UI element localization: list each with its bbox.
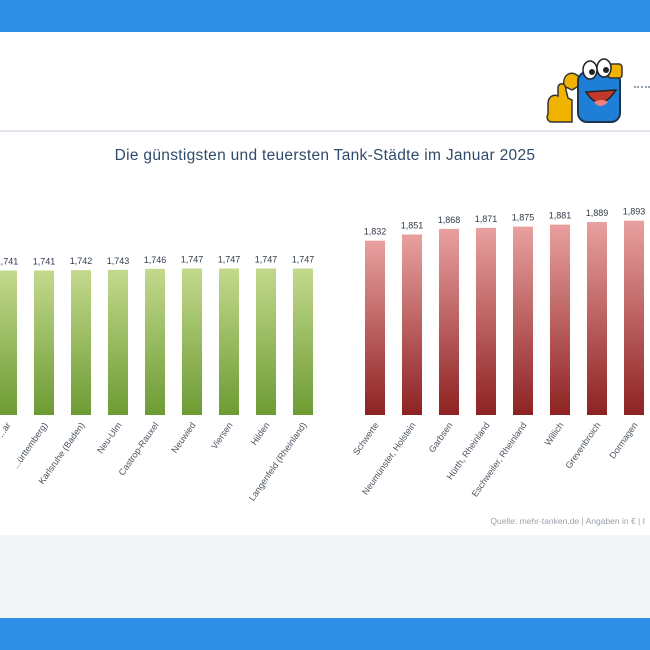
- category-label-cheap-1: ...ürttemberg): [10, 420, 49, 470]
- category-label-expensive-2: Garbsen: [427, 420, 455, 454]
- bar-cheap-5: [182, 268, 202, 415]
- bar-cheap-4: [145, 268, 165, 415]
- data-label-cheap-7: 1,747: [255, 255, 278, 265]
- category-label-expensive-7: Dormagen: [607, 420, 639, 460]
- bar-cheap-1: [34, 270, 54, 415]
- bar-cheap-2: [71, 270, 91, 415]
- data-label-expensive-3: 1,871: [475, 214, 498, 224]
- bar-cheap-0: [0, 270, 17, 415]
- bar-expensive-2: [439, 228, 459, 415]
- chart-source-note: Quelle: mehr-tanken.de | Angaben in € | …: [490, 516, 645, 526]
- category-label-expensive-6: Grevenbroich: [563, 420, 602, 470]
- fuel-mascot-icon: [546, 58, 623, 123]
- bottom-frame-bar: [0, 618, 650, 650]
- bar-expensive-5: [550, 224, 570, 415]
- category-label-cheap-7: Hilden: [249, 420, 272, 447]
- header-dotted-line: [634, 86, 650, 90]
- header-divider: [0, 130, 650, 132]
- bar-expensive-0: [365, 240, 385, 415]
- category-label-cheap-0: ...ar: [0, 420, 13, 438]
- bar-expensive-6: [587, 221, 607, 415]
- data-label-cheap-0: 1,741: [0, 256, 18, 266]
- category-label-cheap-6: Viersen: [209, 420, 235, 451]
- category-label-cheap-5: Neuwied: [169, 420, 197, 454]
- header-band: [0, 32, 650, 130]
- data-label-expensive-1: 1,851: [401, 220, 424, 230]
- mascot-pupil-right: [603, 67, 609, 73]
- bar-cheap-7: [256, 268, 276, 415]
- bar-expensive-7: [624, 220, 644, 415]
- top-frame-bar: [0, 0, 650, 32]
- bar-expensive-3: [476, 227, 496, 415]
- bars-layer: 1,741...ar1,741...ürttemberg)1,742Karlsr…: [0, 207, 645, 503]
- bar-expensive-1: [402, 234, 422, 415]
- data-label-expensive-5: 1,881: [549, 211, 572, 221]
- bar-expensive-4: [513, 226, 533, 415]
- category-label-cheap-3: Neu-Ulm: [95, 420, 124, 455]
- data-label-cheap-2: 1,742: [70, 256, 93, 266]
- data-label-expensive-4: 1,875: [512, 213, 535, 223]
- data-label-expensive-6: 1,889: [586, 208, 609, 218]
- bar-cheap-3: [108, 269, 128, 415]
- bar-cheap-8: [293, 268, 313, 415]
- mascot-pupil-left: [589, 69, 595, 75]
- data-label-expensive-2: 1,868: [438, 215, 461, 225]
- data-label-cheap-1: 1,741: [33, 256, 56, 266]
- data-label-cheap-4: 1,746: [144, 255, 167, 265]
- bar-cheap-6: [219, 268, 239, 415]
- category-label-expensive-5: Willich: [543, 420, 566, 447]
- category-label-expensive-0: Schwerte: [351, 420, 381, 456]
- data-label-expensive-0: 1,832: [364, 227, 387, 237]
- category-label-cheap-4: Castrop-Rauxel: [117, 420, 161, 477]
- data-label-expensive-7: 1,893: [623, 207, 646, 217]
- mascot-thumb: [546, 83, 573, 123]
- mascot-tongue: [594, 100, 608, 106]
- chart-title: Die günstigsten und teuersten Tank-Städt…: [115, 147, 536, 164]
- data-label-cheap-3: 1,743: [107, 256, 130, 266]
- data-label-cheap-6: 1,747: [218, 255, 241, 265]
- data-label-cheap-8: 1,747: [292, 255, 315, 265]
- bar-chart: Die günstigsten und teuersten Tank-Städt…: [0, 147, 645, 526]
- data-label-cheap-5: 1,747: [181, 255, 204, 265]
